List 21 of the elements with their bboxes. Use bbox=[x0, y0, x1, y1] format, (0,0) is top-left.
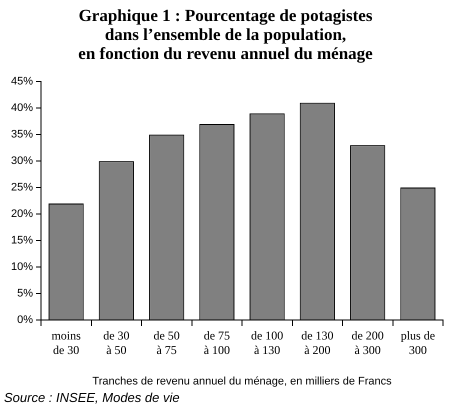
x-tick-label: de 50 à 75 bbox=[153, 328, 180, 357]
x-tick-label: de 200 à 300 bbox=[351, 328, 384, 357]
y-tick-label: 45% bbox=[10, 76, 34, 88]
y-tick-label: 35% bbox=[10, 128, 34, 141]
y-tick-label: 30% bbox=[10, 155, 34, 168]
y-tick-label: 15% bbox=[10, 234, 34, 247]
x-axis-title: Tranches de revenu annuel du ménage, en milliers de Francs bbox=[92, 375, 392, 388]
x-tick-label: de 130 à 200 bbox=[301, 328, 334, 357]
y-tick-label: 20% bbox=[10, 208, 34, 220]
x-tick-label: de 75 à 100 bbox=[204, 328, 230, 357]
x-tick-label: de 30 à 50 bbox=[103, 328, 130, 357]
source-note: Source : INSEE, Modes de vie bbox=[4, 390, 181, 405]
chart-title: Graphique 1 : Pourcentage de potagistes dans l’ensemble de la population, en fonction du revenu annuel du ménage bbox=[77, 6, 374, 65]
y-tick-label: 0% bbox=[17, 314, 34, 326]
x-tick-label: moins de 30 bbox=[51, 328, 82, 357]
x-tick-label: plus de 300 bbox=[400, 328, 436, 357]
y-tick-label: 25% bbox=[10, 182, 34, 194]
y-tick-label: 40% bbox=[10, 102, 34, 114]
x-tick-label: de 100 à 130 bbox=[250, 328, 284, 357]
y-tick-label: 5% bbox=[17, 288, 34, 300]
y-tick-label: 10% bbox=[10, 261, 34, 274]
